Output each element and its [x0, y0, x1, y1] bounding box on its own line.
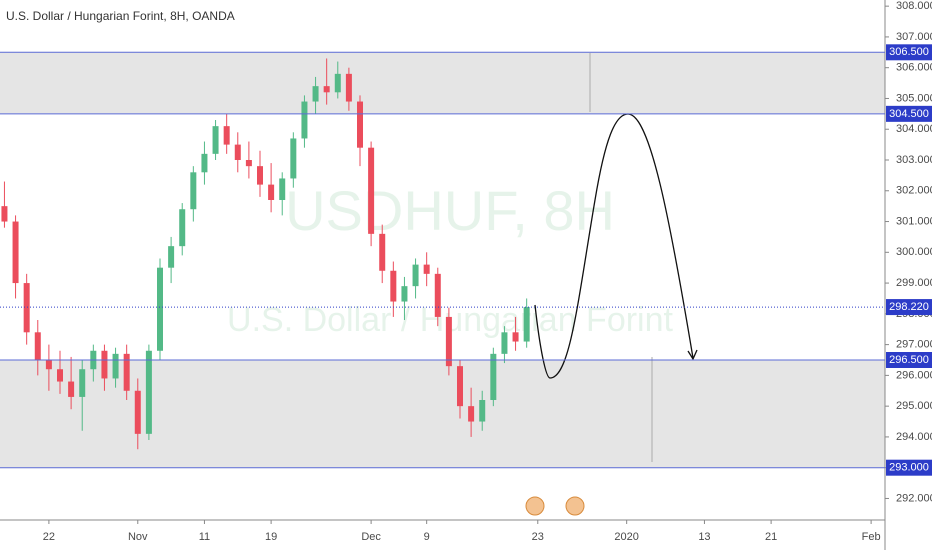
candle-body — [112, 353, 119, 379]
x-tick-label: Dec — [361, 531, 381, 543]
event-icon[interactable] — [525, 496, 545, 516]
x-tick-label: 9 — [424, 531, 430, 543]
last-price-tag — [886, 299, 932, 316]
x-tick-label: 13 — [698, 531, 710, 543]
candle-body — [201, 153, 208, 173]
y-tick-label: 292.000 — [896, 492, 932, 504]
y-tick-label: 297.000 — [896, 339, 932, 351]
x-tick-label: Nov — [128, 531, 148, 543]
candle-body — [301, 101, 308, 139]
level-tag — [886, 459, 932, 476]
x-tick-label: 23 — [532, 531, 544, 543]
x-tick-label: Feb — [862, 531, 881, 543]
level-tag — [886, 105, 932, 122]
candle-body — [190, 172, 197, 210]
y-tick-label: 304.000 — [896, 123, 932, 135]
candle-body — [368, 147, 375, 234]
candle-body — [257, 166, 263, 185]
candle-body — [12, 221, 19, 284]
candle-body — [57, 369, 63, 382]
y-tick-label: 294.000 — [896, 431, 932, 443]
y-tick-label: 296.000 — [896, 369, 932, 381]
candle-body — [357, 101, 363, 148]
candle-body — [323, 86, 330, 93]
candle-body — [390, 270, 397, 302]
candle-body — [490, 353, 497, 400]
y-tick-label: 308.000 — [896, 0, 932, 12]
candle-body — [179, 209, 186, 247]
projection-arrow — [687, 349, 698, 361]
candle-body — [512, 332, 519, 342]
candle-body — [45, 360, 52, 370]
candle-body — [434, 273, 441, 317]
candle-body — [523, 307, 530, 342]
candle-body — [234, 144, 241, 160]
candle-body — [1, 206, 8, 222]
candle-body — [212, 126, 219, 154]
candle-body — [123, 353, 130, 391]
x-tick-label: 19 — [265, 531, 277, 543]
level-tag — [886, 352, 932, 368]
level-label: 306.500 — [889, 46, 929, 58]
x-tick-label: 11 — [199, 531, 210, 543]
candle-body — [223, 126, 230, 145]
candle-body — [290, 138, 297, 179]
x-tick-label: 22 — [43, 531, 55, 543]
candle-body — [479, 400, 486, 422]
level-label: 296.500 — [889, 354, 929, 366]
zone — [0, 360, 885, 468]
candle-body — [345, 73, 352, 102]
y-tick-label: 300.000 — [896, 246, 932, 258]
last-price-label: 298.220 — [889, 301, 929, 313]
level-label: 293.000 — [889, 462, 929, 474]
y-tick-label: 306.000 — [896, 62, 932, 74]
candle-body — [245, 160, 252, 167]
candle-body — [68, 381, 75, 397]
candle-body — [312, 86, 319, 102]
y-tick-label: 301.000 — [896, 215, 932, 227]
y-tick-label: 299.000 — [896, 277, 932, 289]
candle-body — [423, 264, 430, 274]
level-tag — [886, 44, 932, 61]
x-tick-label: 2020 — [614, 531, 638, 543]
zone — [0, 52, 885, 114]
candle-body — [457, 366, 463, 407]
candle-body — [401, 286, 408, 302]
candle-body — [23, 283, 30, 333]
x-tick-label: 21 — [765, 531, 777, 543]
candle-body — [145, 350, 152, 434]
candle-body — [101, 350, 108, 379]
candle-body — [168, 246, 175, 268]
candle-body — [79, 369, 86, 397]
candle-body — [501, 332, 508, 354]
y-tick-label: 303.000 — [896, 154, 932, 166]
candle-body — [445, 316, 452, 367]
candle-body — [268, 184, 275, 200]
candle-body — [334, 73, 341, 93]
level-label: 304.500 — [889, 108, 929, 120]
candle-body — [412, 264, 419, 287]
candle-body — [157, 267, 163, 351]
chart-title: U.S. Dollar / Hungarian Forint, 8H, OAND… — [6, 9, 235, 23]
candle-body — [34, 332, 41, 360]
candle-body — [468, 406, 475, 422]
candle-body — [379, 233, 386, 271]
event-icon[interactable] — [565, 496, 585, 516]
y-tick-label: 307.000 — [896, 31, 932, 43]
candle-body — [279, 178, 286, 200]
candle-body — [134, 390, 141, 434]
y-tick-label: 295.000 — [896, 400, 932, 412]
projection-path — [534, 113, 694, 379]
y-tick-label: 302.000 — [896, 185, 932, 197]
watermark: USDHUF, 8H — [285, 179, 615, 242]
y-tick-label: 305.000 — [896, 92, 932, 104]
